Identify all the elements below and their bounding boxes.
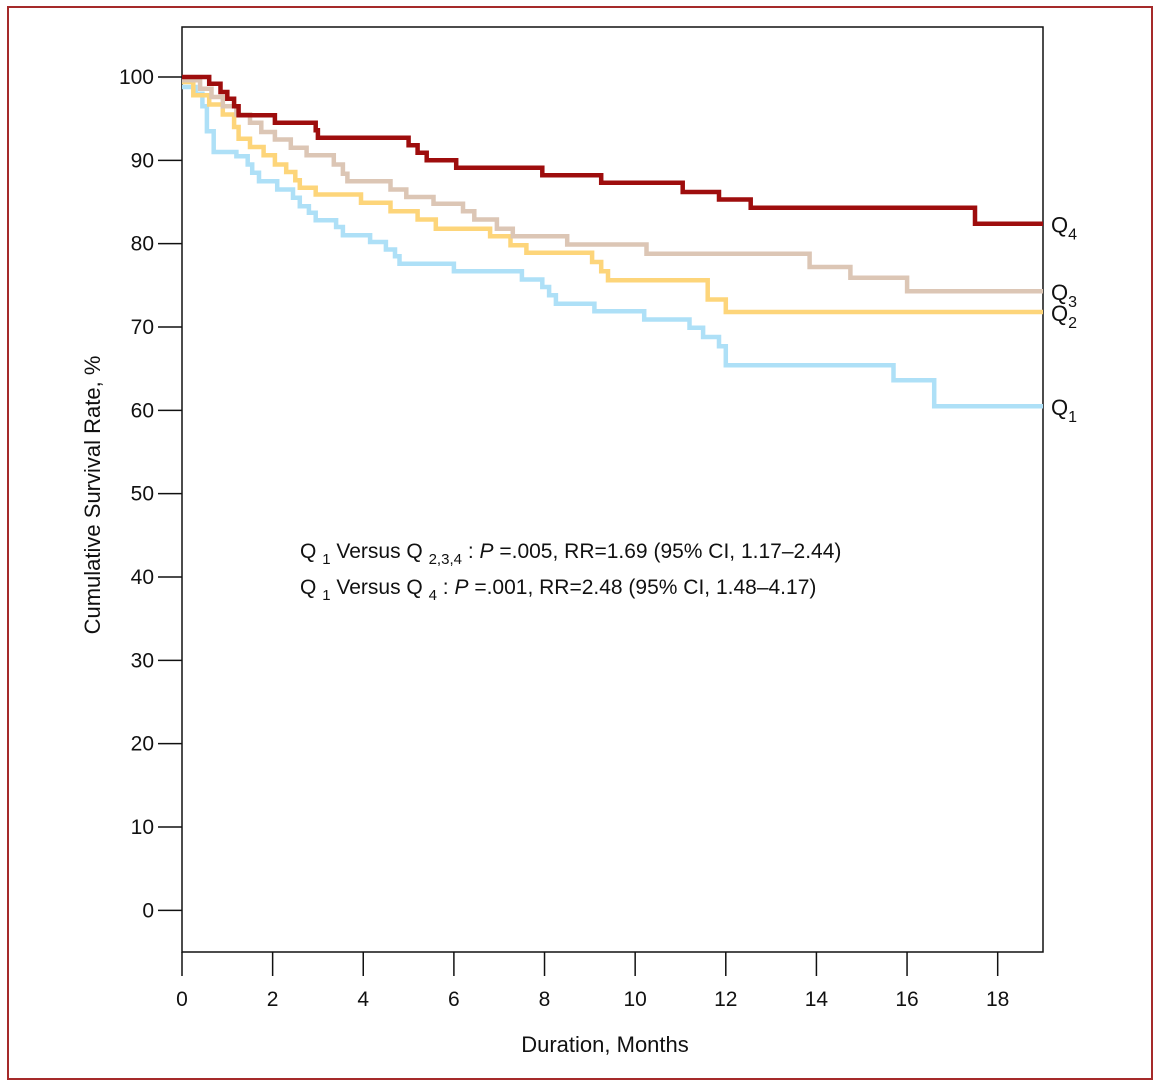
x-tick-label: 6 [448, 988, 460, 1011]
x-tick-label: 4 [357, 988, 369, 1011]
annotation-1-q: Q [300, 540, 316, 563]
annotation-1-rest: =.005, RR=1.69 (95% CI, 1.17–2.44) [499, 540, 841, 563]
y-tick-label: 10 [131, 816, 154, 839]
annotation-1-versus: Versus Q [336, 540, 422, 563]
plot-area-border [181, 26, 1044, 953]
series-label-q1: Q1 [1051, 395, 1077, 426]
y-tick-label: 0 [142, 899, 154, 922]
y-tick-label: 50 [131, 483, 154, 506]
x-tick-label: 12 [714, 988, 737, 1011]
series-line-q1 [182, 84, 1043, 409]
x-tick-label: 16 [895, 988, 918, 1011]
series-label-q4: Q4 [1051, 213, 1077, 244]
series-lines [182, 74, 1043, 409]
x-tick-label: 8 [539, 988, 551, 1011]
x-axis-title: Duration, Months [521, 1032, 689, 1057]
figure-frame [7, 6, 1153, 1080]
x-tick-label: 0 [176, 988, 188, 1011]
y-tick-label: 90 [131, 149, 154, 172]
annotation-2-versus: Versus Q [336, 576, 422, 599]
y-tick-label: 20 [131, 733, 154, 756]
x-tick-label: 18 [986, 988, 1009, 1011]
annotation-1-colon: : [468, 540, 480, 563]
series-label-q2: Q2 [1051, 301, 1077, 332]
y-tick-label: 40 [131, 566, 154, 589]
annotation-2-versus-sub: 4 [429, 587, 437, 604]
x-tick-label: 2 [267, 988, 279, 1011]
y-tick-label: 60 [131, 399, 154, 422]
y-tick-label: 70 [131, 316, 154, 339]
series-line-q4 [182, 74, 1043, 226]
series-label-q3: Q3 [1051, 280, 1077, 311]
y-axis-title: Cumulative Survival Rate, % [80, 356, 105, 635]
series-line-q2 [182, 79, 1043, 315]
y-tick-label: 80 [131, 233, 154, 256]
annotation-2-q: Q [300, 576, 316, 599]
x-tick-label: 10 [623, 988, 646, 1011]
annotation-2-colon: : [443, 576, 455, 599]
annotation-1-versus-sub: 2,3,4 [429, 551, 462, 568]
y-tick-label: 100 [119, 66, 154, 89]
annotation-line-1: Q 1 Versus Q 2,3,4 : P =.005, RR=1.69 (9… [300, 540, 841, 569]
annotation-1-q-sub: 1 [322, 551, 330, 568]
annotation-line-2: Q 1 Versus Q 4 : P =.001, RR=2.48 (95% C… [300, 576, 816, 605]
annotation-1-p: P [479, 540, 493, 563]
annotation-2-q-sub: 1 [322, 587, 330, 604]
y-tick-label: 30 [131, 649, 154, 672]
x-tick-label: 14 [805, 988, 829, 1011]
annotation-2-p: P [454, 576, 468, 599]
annotation-2-rest: =.001, RR=2.48 (95% CI, 1.48–4.17) [474, 576, 816, 599]
